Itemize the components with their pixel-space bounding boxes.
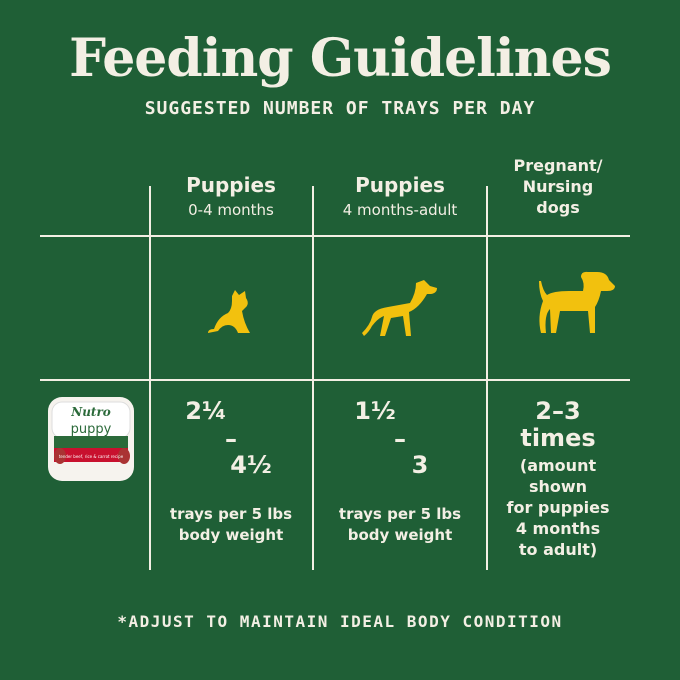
dog-icon [539, 271, 615, 333]
recipe: tender beef, rice & carrot recipe [59, 454, 124, 459]
column-subheading: dogs [536, 198, 580, 217]
amount: 4½ [230, 451, 272, 479]
column-heading: Puppies [355, 173, 445, 197]
amount: 2¼ [185, 397, 227, 425]
amount-note: (amount [519, 456, 597, 475]
column-subheading: 4 months-adult [342, 201, 458, 219]
product-name: puppy [71, 422, 112, 437]
amount: 2–3 [535, 397, 581, 425]
amount-note: body weight [178, 526, 284, 544]
title: Feeding Guidelines [69, 28, 612, 89]
puppy-icon [362, 280, 437, 336]
column-heading: Puppies [186, 173, 276, 197]
amount-note: trays per 5 lbs [169, 505, 293, 523]
amount: 3 [411, 451, 429, 479]
amount: – [394, 425, 406, 453]
column-subheading: Nursing [522, 177, 594, 196]
amount-note: shown [528, 477, 588, 496]
column-subheading: Pregnant/ [513, 156, 603, 175]
column-subheading: 0-4 months [188, 201, 274, 219]
amount-note: 4 months [515, 519, 601, 538]
footer-note: *ADJUST TO MAINTAIN IDEAL BODY CONDITION [117, 612, 563, 631]
amount-note: body weight [347, 526, 453, 544]
product-tray: Nutro puppy tender beef, rice & carrot r… [48, 397, 134, 481]
amount-note: for puppies [506, 498, 610, 517]
amount-note: to adult) [518, 540, 598, 559]
subtitle: SUGGESTED NUMBER OF TRAYS PER DAY [144, 98, 536, 119]
kitten-icon [208, 290, 250, 333]
amount-note: trays per 5 lbs [338, 505, 462, 523]
amount: times [520, 424, 596, 452]
brand: Nutro [70, 405, 111, 419]
amount: 1½ [354, 397, 396, 425]
amount: – [225, 425, 237, 453]
